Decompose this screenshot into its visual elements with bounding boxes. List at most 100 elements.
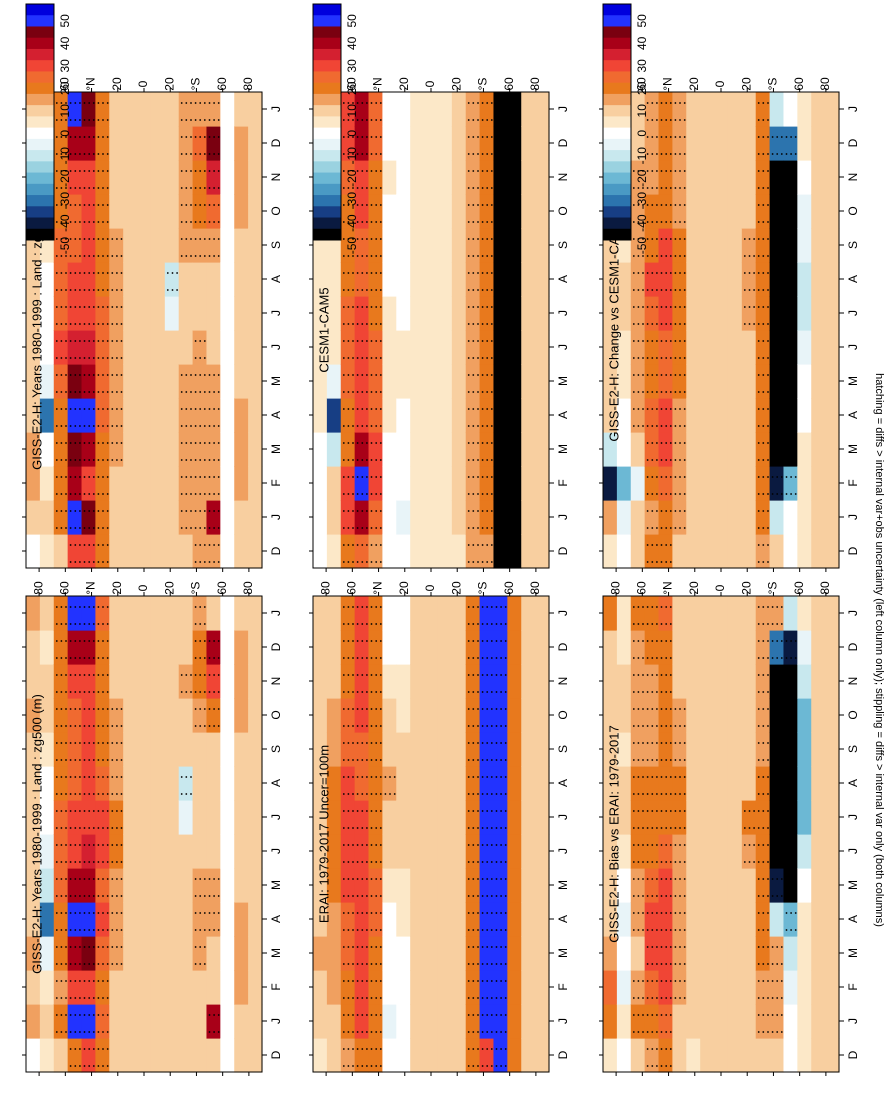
stipple-dot xyxy=(500,391,502,393)
stipple-dot xyxy=(361,153,364,155)
heatmap-cell xyxy=(206,630,221,665)
stipple-dot xyxy=(642,674,644,676)
stipple-dot xyxy=(490,425,493,427)
stipple-dot xyxy=(646,255,649,257)
stipple-dot xyxy=(88,725,91,727)
stipple-dot xyxy=(500,408,502,410)
heatmap-cell xyxy=(465,330,481,365)
heatmap-cell xyxy=(437,500,453,535)
heatmap-cell xyxy=(521,596,536,631)
stipple-dot xyxy=(632,912,635,914)
stipple-dot xyxy=(490,510,493,512)
stipple-dot xyxy=(477,527,479,529)
stipple-dot xyxy=(352,459,354,461)
stipple-dot xyxy=(217,255,220,257)
stipple-dot xyxy=(375,306,378,308)
stipple-dot xyxy=(651,306,654,308)
stipple-dot xyxy=(490,204,493,206)
stipple-dot xyxy=(106,153,109,155)
stipple-dot xyxy=(194,544,197,546)
stipple-dot xyxy=(486,1065,489,1067)
stipple-dot xyxy=(780,776,783,778)
stipple-dot xyxy=(97,963,100,965)
stipple-dot xyxy=(790,187,792,189)
heatmap-cell xyxy=(53,698,69,733)
stipple-dot xyxy=(660,153,663,155)
heatmap-cell xyxy=(382,262,397,297)
stipple-dot xyxy=(375,640,378,642)
lat-tick-label: °S xyxy=(476,582,490,595)
stipple-dot xyxy=(356,929,359,931)
stipple-dot xyxy=(69,1031,72,1033)
stipple-dot xyxy=(767,323,769,325)
stipple-dot xyxy=(790,289,792,291)
stipple-dot xyxy=(467,606,470,608)
stipple-dot xyxy=(477,136,479,138)
heatmap-cell xyxy=(410,732,425,767)
stipple-dot xyxy=(106,1031,109,1033)
stipple-dot xyxy=(762,929,765,931)
stipple-dot xyxy=(472,963,475,965)
stipple-dot xyxy=(490,153,493,155)
stipple-dot xyxy=(776,861,779,863)
stipple-dot xyxy=(646,691,649,693)
stipple-dot xyxy=(495,391,498,393)
heatmap-cell xyxy=(192,364,208,399)
stipple-dot xyxy=(762,674,765,676)
stipple-dot xyxy=(767,793,769,795)
stipple-dot xyxy=(199,204,202,206)
stipple-dot xyxy=(203,153,206,155)
stipple-dot xyxy=(342,102,345,104)
stipple-dot xyxy=(88,810,91,812)
stipple-dot xyxy=(370,136,373,138)
stipple-dot xyxy=(656,170,658,172)
stipple-dot xyxy=(379,912,382,914)
stipple-dot xyxy=(208,255,211,257)
stipple-dot xyxy=(776,759,779,761)
stipple-dot xyxy=(495,674,498,676)
heatmap-cell xyxy=(164,398,180,433)
colorbar-swatch xyxy=(26,4,54,16)
heatmap-cell xyxy=(686,970,701,1005)
heatmap-cell xyxy=(727,296,743,331)
stipple-dot xyxy=(361,861,364,863)
stipple-dot xyxy=(79,606,81,608)
stipple-dot xyxy=(674,425,677,427)
stipple-dot xyxy=(472,623,475,625)
heatmap-cell xyxy=(825,902,840,937)
heatmap-cell xyxy=(234,664,249,699)
stipple-dot xyxy=(342,1031,345,1033)
heatmap-cell xyxy=(67,534,83,569)
stipple-dot xyxy=(490,136,493,138)
stipple-dot xyxy=(342,255,345,257)
stipple-dot xyxy=(669,997,672,999)
heatmap-cell xyxy=(644,732,660,767)
heatmap-cell xyxy=(825,766,840,801)
stipple-dot xyxy=(379,493,382,495)
stipple-dot xyxy=(472,442,475,444)
stipple-dot xyxy=(757,391,760,393)
stipple-dot xyxy=(92,357,95,359)
stipple-dot xyxy=(472,153,475,155)
stipple-dot xyxy=(665,272,668,274)
stipple-dot xyxy=(669,425,672,427)
heatmap-cell xyxy=(630,194,646,229)
stipple-dot xyxy=(481,793,484,795)
stipple-dot xyxy=(379,895,382,897)
stipple-dot xyxy=(120,793,123,795)
stipple-dot xyxy=(481,929,484,931)
heatmap-cell xyxy=(727,732,743,767)
heatmap-cell xyxy=(354,262,370,297)
stipple-dot xyxy=(785,793,788,795)
stipple-dot xyxy=(60,289,63,291)
stipple-dot xyxy=(500,238,502,240)
stipple-dot xyxy=(79,776,81,778)
stipple-dot xyxy=(88,170,91,172)
lat-tick-label: 0 xyxy=(136,584,150,591)
stipple-dot xyxy=(780,827,783,829)
heatmap-cell xyxy=(451,432,467,467)
stipple-dot xyxy=(467,946,470,948)
stipple-dot xyxy=(375,997,378,999)
lat-tick-label: 20 xyxy=(687,581,701,595)
stipple-dot xyxy=(651,844,654,846)
